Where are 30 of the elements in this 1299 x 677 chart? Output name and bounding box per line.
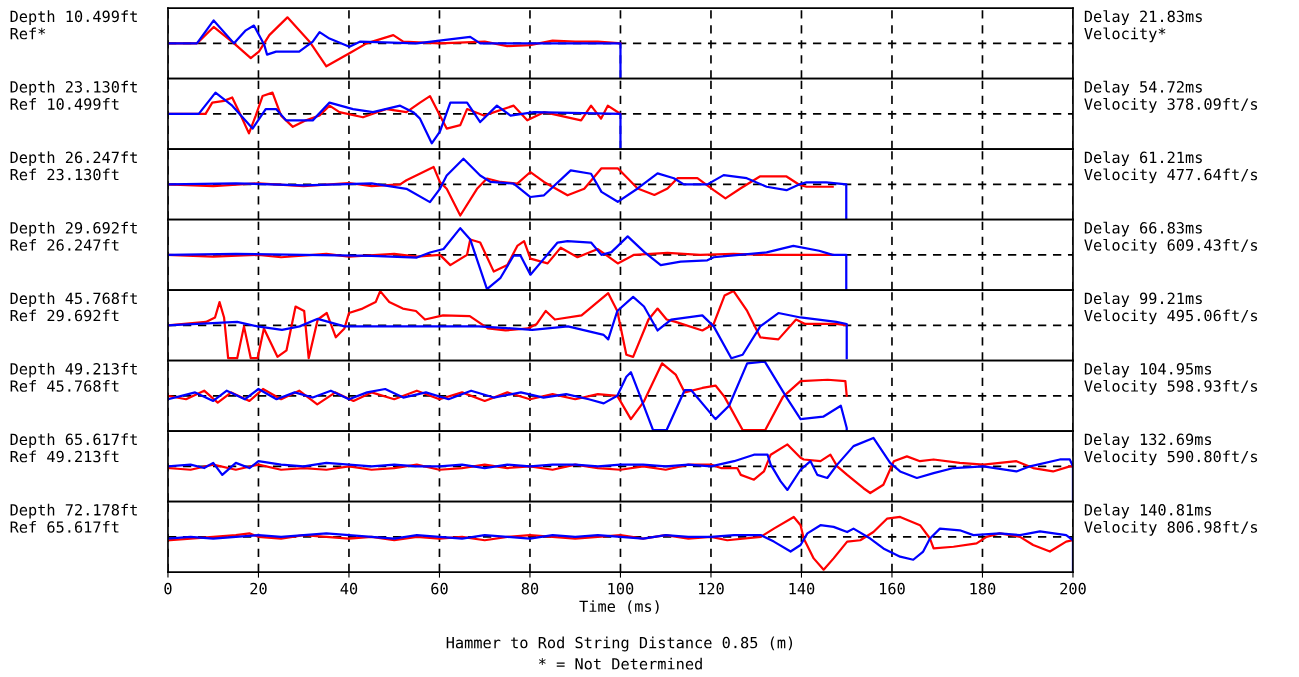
- x-tick-label: 200: [1060, 582, 1086, 595]
- x-tick-label: 180: [970, 582, 996, 595]
- text: Delay 140.81ms Velocity 806.98ft/s: [1084, 503, 1258, 536]
- text: Delay 54.72ms Velocity 378.09ft/s: [1084, 80, 1258, 113]
- x-tick-label: 160: [880, 582, 905, 595]
- x-tick-label: 60: [431, 582, 448, 595]
- x-tick-label: 0: [164, 582, 172, 595]
- x-axis-title: Time (ms): [579, 600, 659, 614]
- text: Depth 65.617ft Ref 49.213ft: [10, 433, 137, 463]
- text: Depth 23.130ft Ref 10.499ft: [10, 80, 137, 110]
- text: Depth 49.213ft Ref 45.768ft: [10, 362, 137, 392]
- text: Delay 21.83ms Velocity*: [1084, 10, 1202, 43]
- text: Delay 66.83ms Velocity 609.43ft/s: [1084, 221, 1258, 254]
- text: Depth 72.178ft Ref 65.617ft: [10, 503, 137, 533]
- text: Depth 45.768ft Ref 29.692ft: [10, 292, 137, 322]
- x-tick-label: 100: [608, 582, 634, 595]
- x-tick-label: 40: [340, 582, 358, 595]
- text: Hammer to Rod String Distance 0.85 (m): [446, 636, 793, 652]
- text: Delay 99.21ms Velocity 495.06ft/s: [1084, 292, 1258, 325]
- x-tick-label: 20: [250, 582, 267, 595]
- text: Depth 26.247ft Ref 23.130ft: [10, 151, 137, 181]
- text: Depth 29.692ft Ref 26.247ft: [10, 221, 137, 251]
- x-tick-label: 140: [789, 582, 815, 595]
- x-tick-label: 120: [699, 582, 724, 595]
- text: Delay 104.95ms Velocity 598.93ft/s: [1084, 362, 1258, 395]
- text: Delay 132.69ms Velocity 590.80ft/s: [1084, 433, 1258, 466]
- text: * = Not Determined: [538, 657, 702, 670]
- text: Delay 61.21ms Velocity 477.64ft/s: [1084, 151, 1258, 184]
- x-tick-label: 80: [521, 582, 539, 595]
- text: Depth 10.499ft Ref*: [10, 10, 137, 40]
